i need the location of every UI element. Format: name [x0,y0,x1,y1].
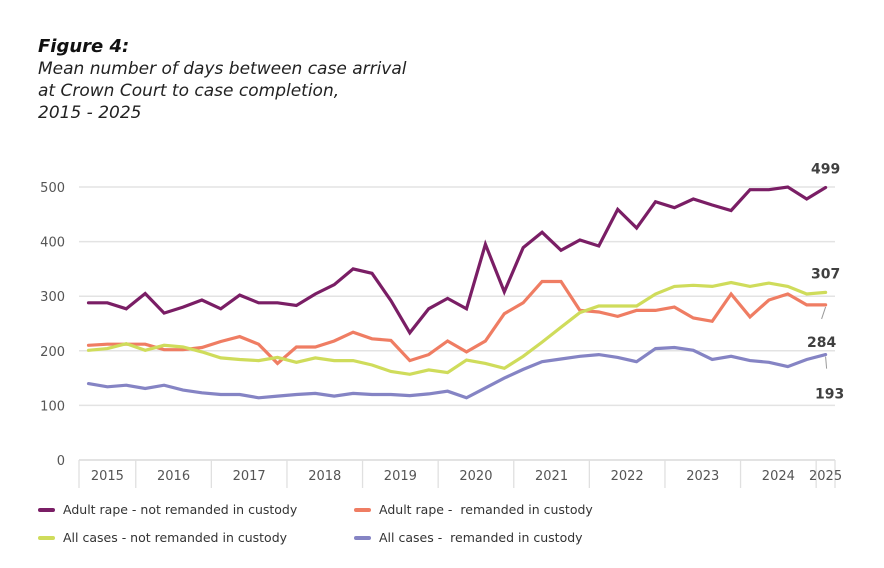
end-value-label: 284 [807,335,836,351]
series-line-1 [86,279,828,366]
legend-label: All cases - remanded in custody [379,530,583,545]
gridlines [79,186,835,461]
label-leader-line [821,306,827,320]
legend-swatch-adult-rape-remanded [354,507,371,512]
series-lines [86,185,828,400]
series-line-3 [86,345,828,400]
legend-item: All cases - not remanded in custody [38,530,287,545]
x-tick-label: 2022 [611,469,644,484]
figure-subtitle: Mean number of days between case arrival… [38,59,407,123]
legend-item: Adult rape - not remanded in custody [38,502,297,517]
figure-title: Figure 4: [38,36,130,57]
y-axis-ticks: 0 100 200 300 400 500 [40,181,65,469]
y-tick-label: 500 [40,181,65,196]
legend-item: Adult rape - remanded in custody [354,502,593,517]
x-tick-label: 2016 [157,469,190,484]
end-labels: 499 284 307 193 [807,162,844,403]
y-tick-label: 200 [40,345,65,360]
x-tick-label: 2019 [384,469,417,484]
end-value-label: 499 [811,162,840,178]
legend-swatch-all-cases-not-remanded [38,535,55,540]
x-tick-label: 2025 [809,469,842,484]
x-tick-label: 2023 [686,469,719,484]
legend-swatch-adult-rape-not-remanded [38,507,55,512]
legend-label: Adult rape - remanded in custody [379,502,593,517]
y-tick-label: 100 [40,399,65,414]
x-tick-label: 2015 [91,469,124,484]
x-tick-label: 2018 [308,469,341,484]
x-tick-label: 2020 [459,469,492,484]
x-tick-label: 2024 [762,469,795,484]
x-tick-label: 2017 [233,469,266,484]
legend-item: All cases - remanded in custody [354,530,583,545]
end-value-label: 193 [815,387,844,403]
y-tick-label: 300 [40,290,65,305]
y-tick-label: 400 [40,236,65,251]
legend-label: Adult rape - not remanded in custody [63,502,298,517]
label-leader-line [825,356,828,369]
x-axis: 2015 2016 2017 2018 2019 2020 2021 2022 2023 2024… [78,460,842,488]
legend-label: All cases - not remanded in custody [63,530,288,545]
end-value-label: 307 [811,266,840,282]
x-tick-label: 2021 [535,469,568,484]
series-line-0 [86,185,828,336]
title-block: Figure 4: Mean number of days between ca… [38,36,407,124]
legend-swatch-all-cases-remanded [354,535,371,540]
y-tick-label: 0 [57,454,65,469]
series-line-2 [86,280,828,376]
